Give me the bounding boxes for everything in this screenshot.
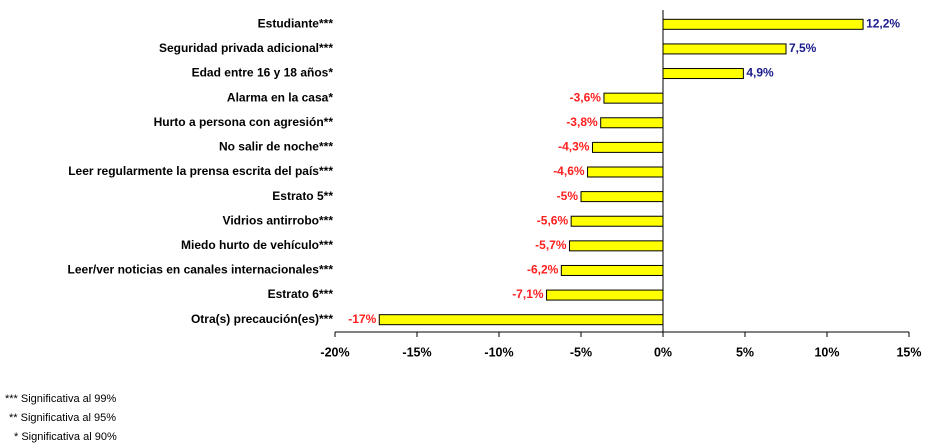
value-label: -6,2% xyxy=(527,263,559,277)
bar xyxy=(662,68,744,80)
bar xyxy=(560,264,664,276)
value-label: -7,1% xyxy=(512,287,544,301)
category-label: Leer/ver noticias en canales internacion… xyxy=(68,263,334,277)
category-label: No salir de noche*** xyxy=(219,140,333,154)
category-label: Leer regularmente la prensa escrita del … xyxy=(68,164,333,178)
value-label: -17% xyxy=(348,312,376,326)
value-label: -5,6% xyxy=(537,213,569,227)
x-tick-label: 15% xyxy=(896,345,921,359)
bar xyxy=(662,18,864,30)
bar xyxy=(569,240,664,252)
bar xyxy=(587,166,664,178)
bar xyxy=(600,117,664,129)
value-label: 7,5% xyxy=(789,41,817,55)
bar xyxy=(378,314,664,326)
value-label: -4,3% xyxy=(558,140,590,154)
bar xyxy=(591,141,664,153)
footnote: * Significativa al 90% xyxy=(14,431,117,443)
x-tick-label: -15% xyxy=(402,345,431,359)
category-label: Estrato 6*** xyxy=(268,287,334,301)
value-label: -5,7% xyxy=(535,238,567,252)
value-label: 12,2% xyxy=(866,16,900,30)
footnote: *** Significativa al 99% xyxy=(5,393,117,405)
x-tick-label: -10% xyxy=(484,345,513,359)
x-tick-label: -20% xyxy=(320,345,349,359)
category-label: Estrato 5** xyxy=(272,189,333,203)
value-label: 4,9% xyxy=(746,66,774,80)
x-tick-label: -5% xyxy=(570,345,592,359)
bar xyxy=(662,43,787,55)
value-label: -3,6% xyxy=(570,90,602,104)
category-label: Seguridad privada adicional*** xyxy=(159,41,333,55)
bar xyxy=(580,191,664,203)
bar xyxy=(570,215,664,227)
category-label: Alarma en la casa* xyxy=(227,90,333,104)
value-label: -5% xyxy=(557,189,579,203)
category-label: Estudiante*** xyxy=(258,16,334,30)
category-label: Otra(s) precaución(es)*** xyxy=(191,312,333,326)
bar xyxy=(546,289,664,301)
footnote: ** Significativa al 95% xyxy=(9,412,116,424)
x-tick-label: 0% xyxy=(654,345,672,359)
bar xyxy=(603,92,664,104)
x-tick-label: 10% xyxy=(814,345,839,359)
category-label: Vidrios antirrobo*** xyxy=(223,213,334,227)
category-label: Miedo hurto de vehículo*** xyxy=(181,238,333,252)
value-label: -4,6% xyxy=(553,164,585,178)
value-label: -3,8% xyxy=(566,115,598,129)
x-tick-label: 5% xyxy=(736,345,754,359)
category-label: Edad entre 16 y 18 años* xyxy=(192,66,334,80)
category-label: Hurto a persona con agresión** xyxy=(154,115,334,129)
